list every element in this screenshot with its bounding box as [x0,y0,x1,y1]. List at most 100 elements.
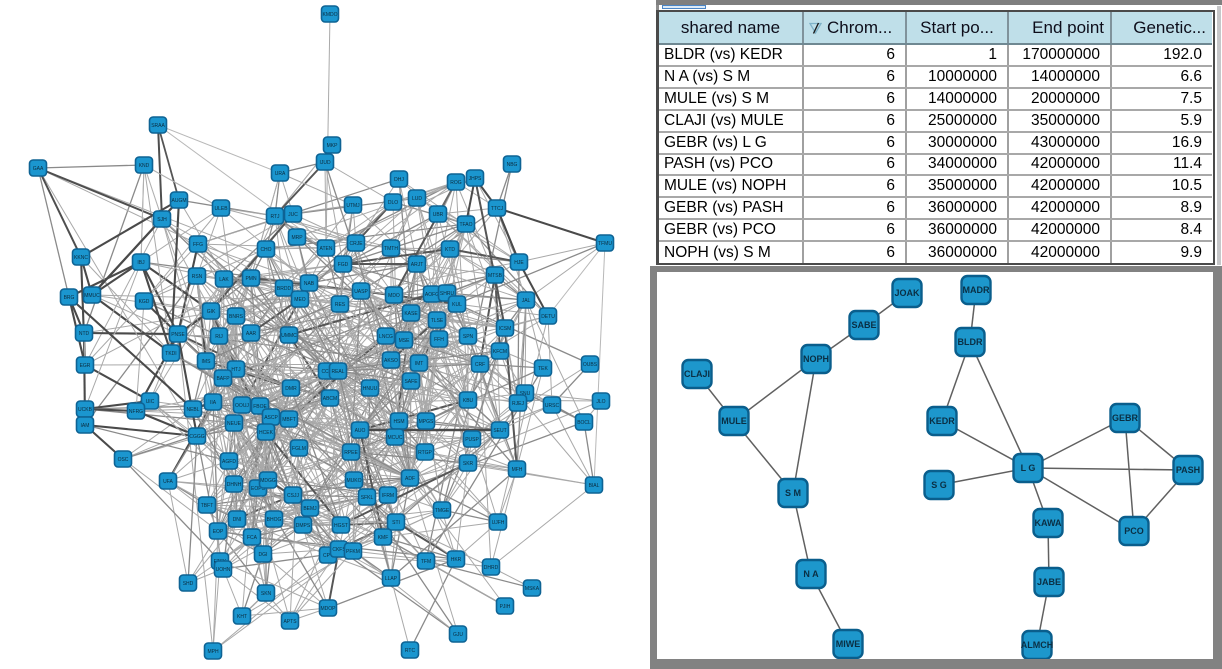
svg-text:AUGM: AUGM [172,198,187,204]
svg-text:IAM: IAM [81,423,90,429]
svg-text:CGGG: CGGG [189,434,204,440]
svg-text:MDOP: MDOP [321,606,337,612]
svg-text:EGR: EGR [80,363,91,369]
svg-text:KAWA: KAWA [1035,518,1063,528]
svg-text:BRG: BRG [64,295,75,301]
svg-text:S G: S G [931,480,947,490]
svg-text:ATEN: ATEN [320,246,333,252]
svg-text:SNU: SNU [520,391,531,397]
svg-text:AKSO: AKSO [384,358,398,364]
svg-text:AOFG: AOFG [425,292,439,298]
svg-text:MSE: MSE [399,338,411,344]
svg-text:N A: N A [803,569,819,579]
svg-text:NOPH: NOPH [803,354,829,364]
svg-text:PMN: PMN [245,276,257,282]
svg-text:UFA: UFA [163,479,173,485]
svg-text:FCA: FCA [247,535,258,541]
svg-text:CLAJI: CLAJI [684,369,710,379]
svg-text:BRDD: BRDD [277,286,292,292]
svg-text:MBFT: MBFT [282,417,296,423]
svg-text:DNI: DNI [233,517,242,523]
svg-text:NBG: NBG [507,162,518,168]
svg-text:ADF: ADF [405,476,415,482]
svg-text:RTGP: RTGP [418,450,432,456]
svg-text:MULE: MULE [721,416,747,426]
svg-text:NTD: NTD [79,331,90,337]
svg-text:IFRM: IFRM [382,493,394,499]
svg-text:CSJJ: CSJJ [287,493,299,499]
svg-text:IIA: IIA [210,400,217,406]
svg-text:LAK: LAK [219,277,229,283]
svg-text:SABE: SABE [851,320,876,330]
svg-text:BEMJ: BEMJ [303,506,317,512]
svg-text:SKN: SKN [261,591,272,597]
svg-text:UJFH: UJFH [492,520,505,526]
svg-text:DHNH: DHNH [227,482,242,488]
svg-text:UCKB: UCKB [78,407,93,413]
svg-text:NEUE: NEUE [227,421,242,427]
svg-text:RSN: RSN [192,274,203,280]
svg-text:GAA: GAA [33,166,44,172]
svg-text:ROG: ROG [450,180,462,186]
svg-text:SHD: SHD [183,581,194,587]
svg-text:NEBL: NEBL [186,407,199,413]
svg-text:TFAO: TFAO [459,222,472,228]
svg-text:MEO: MEO [294,297,306,303]
svg-text:SJH: SJH [157,217,167,223]
svg-text:DMR: DMR [285,386,297,392]
svg-text:ICSM: ICSM [499,326,512,332]
svg-text:NAB: NAB [304,281,315,287]
svg-text:PUSP: PUSP [465,437,479,443]
svg-text:TMGE: TMGE [435,508,450,514]
svg-text:ABCM: ABCM [323,396,337,402]
svg-text:UTMJ: UTMJ [346,203,360,209]
svg-text:LUD: LUD [412,196,422,202]
svg-text:ALMCH: ALMCH [1021,640,1054,650]
svg-text:ASCP: ASCP [264,415,278,421]
svg-text:MRP: MRP [291,235,303,241]
svg-text:LNCG: LNCG [379,334,393,340]
svg-text:IBJ: IBJ [137,260,145,266]
svg-text:URSC: URSC [545,403,560,409]
svg-text:URA: URA [275,171,286,177]
svg-text:DMPS: DMPS [296,523,311,529]
svg-text:JHPS: JHPS [469,176,482,182]
svg-text:JUC: JUC [288,212,298,218]
svg-text:PJIH: PJIH [500,604,511,610]
svg-text:L G: L G [1021,463,1036,473]
svg-text:HSM: HSM [393,419,404,425]
svg-text:MPH: MPH [207,649,219,655]
svg-text:UBR: UBR [433,212,444,218]
svg-text:DLO: DLO [388,200,398,206]
svg-text:FGD: FGD [338,262,349,268]
svg-text:UIC: UIC [146,399,155,405]
svg-text:BOCL: BOCL [577,420,591,426]
svg-text:SKR: SKR [463,461,474,467]
svg-text:EOPS: EOPS [251,486,266,492]
svg-text:STI: STI [392,520,400,526]
svg-text:IMS: IMS [202,359,212,365]
svg-text:GIK: GIK [207,309,216,315]
svg-text:BHOG: BHOG [267,517,282,523]
svg-text:SPN: SPN [463,334,474,340]
svg-text:BIAL: BIAL [589,483,600,489]
svg-text:S M: S M [785,488,801,498]
svg-text:UMMC: UMMC [281,333,297,339]
svg-text:HGST: HGST [334,523,348,529]
svg-text:KASE: KASE [404,311,418,317]
svg-text:RES: RES [335,302,346,308]
svg-text:CKFS: CKFS [332,547,346,553]
svg-text:DHJ: DHJ [394,177,404,183]
svg-text:OUBS: OUBS [583,362,598,368]
svg-text:ULEB: ULEB [214,206,228,212]
svg-text:LLAP: LLAP [385,576,398,582]
svg-text:MKP: MKP [327,143,339,149]
svg-text:CCG: CCG [321,369,332,375]
svg-text:FFG: FFG [193,242,203,248]
svg-text:JLO: JLO [596,399,605,405]
svg-text:SRAA: SRAA [151,123,165,129]
svg-text:TEK: TEK [538,366,548,372]
svg-text:BLDR: BLDR [958,337,983,347]
svg-text:SEUT: SEUT [493,428,506,434]
svg-text:AUO: AUO [355,428,366,434]
